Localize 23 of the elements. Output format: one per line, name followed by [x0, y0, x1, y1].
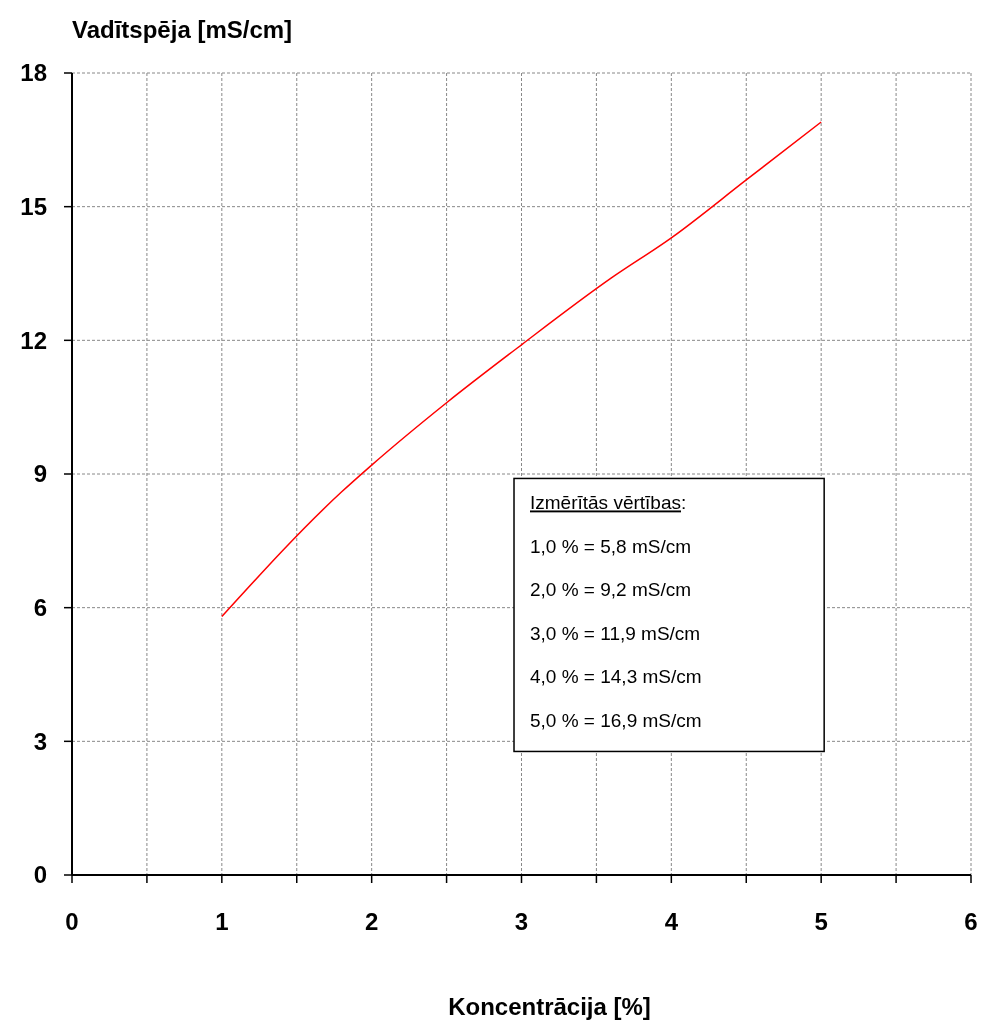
x-tick-label: 0 — [65, 908, 79, 935]
y-tick-label: 18 — [20, 59, 47, 87]
x-tick-label: 5 — [814, 908, 828, 935]
annotation: 4,0 % = 14,3 mS/cm — [530, 666, 702, 688]
x-tick-label: 3 — [514, 908, 529, 935]
y-tick-label: 6 — [33, 594, 47, 622]
x-axis-title: Koncentrācija [%] — [448, 993, 651, 1020]
x-tick-label: 2 — [364, 908, 379, 935]
y-tick-label: 15 — [20, 193, 47, 221]
annotation: 3,0 % = 11,9 mS/cm — [530, 622, 701, 644]
y-tick-label: 3 — [33, 727, 47, 755]
x-tick-label: 6 — [964, 908, 978, 935]
y-tick-label: 12 — [20, 326, 47, 354]
x-tick-label: 1 — [215, 908, 229, 935]
annotation: 5,0 % = 16,9 mS/cm — [530, 709, 702, 731]
annotation: 1,0 % = 5,8 mS/cm — [530, 535, 692, 557]
y-axis-title: Vadītspēja [mS/cm] — [72, 16, 293, 43]
annotation: Izmērītās vērtības: — [530, 492, 687, 514]
annotation: 2,0 % = 9,2 mS/cm — [530, 579, 692, 601]
line-series — [221, 121, 822, 618]
y-tick-label: 9 — [33, 460, 47, 488]
x-tick-label: 4 — [664, 908, 679, 935]
y-tick-label: 0 — [33, 861, 47, 889]
